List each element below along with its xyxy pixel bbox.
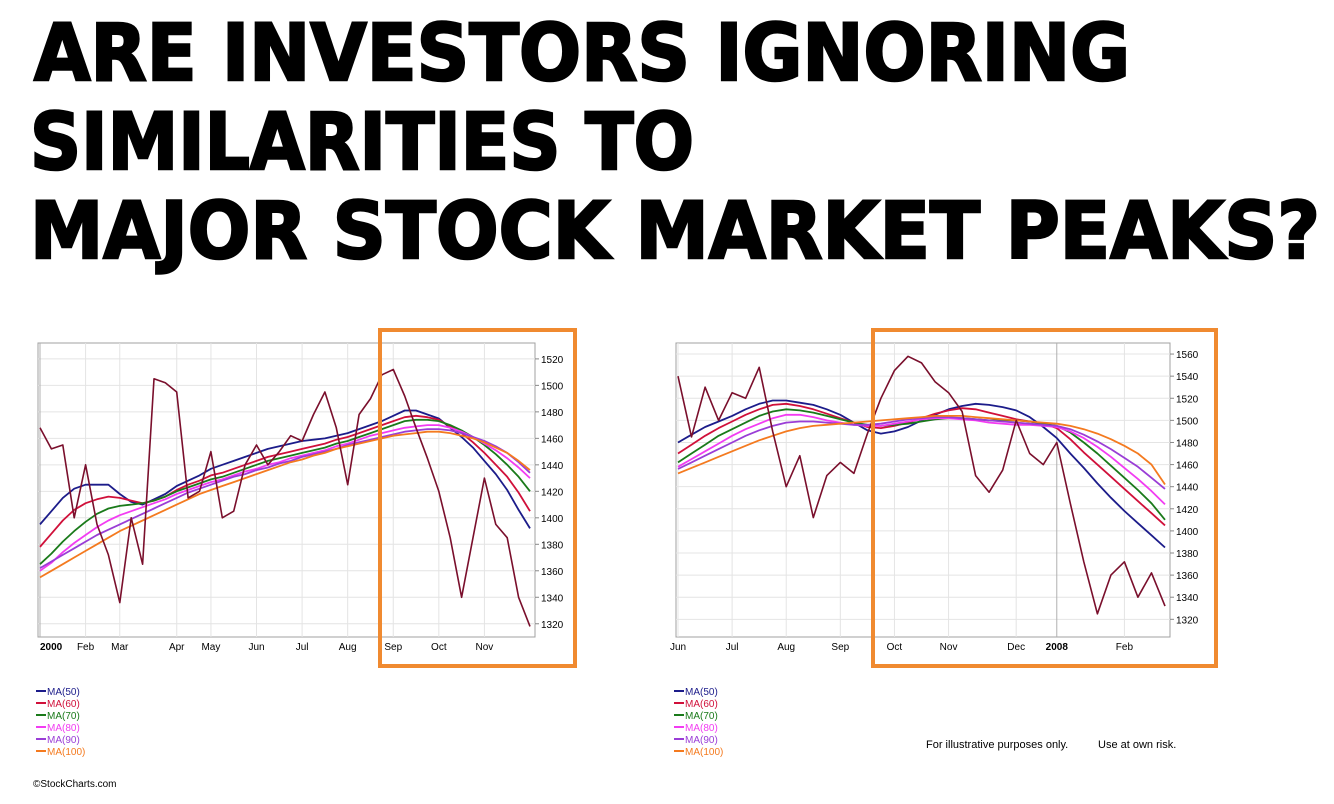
legend-label: MA(60) [685,699,718,710]
price-line [677,355,1166,615]
disclaimer: For illustrative purposes only. [926,739,1068,751]
legend-label: MA(80) [685,723,718,734]
y-tick-label: 1420 [541,487,564,498]
x-tick-label: Nov [476,642,494,653]
x-tick-label: Sep [831,642,849,653]
x-tick-label: Oct [431,642,447,653]
x-tick-label: Oct [887,642,903,653]
legend-label: MA(70) [685,711,718,722]
x-tick-label: Nov [940,642,958,653]
x-tick-label: Jul [296,642,309,653]
y-tick-label: 1360 [1176,571,1199,582]
y-tick-label: 1380 [541,540,564,551]
ma-line [677,413,1166,506]
y-tick-label: 1440 [1176,483,1199,494]
legend-label: MA(100) [685,747,723,758]
y-tick-label: 1440 [541,461,564,472]
plot-area [37,342,536,638]
x-tick-label: Aug [339,642,357,653]
ma-line [677,408,1166,521]
plot-area [675,342,1171,638]
legend-label: MA(50) [685,687,718,698]
legend-label: MA(100) [47,747,85,758]
chart: 1320 1340 1360 1380 1400 1420 1440 1460 1480 1500… [670,328,1218,758]
legend-label: MA(50) [47,687,80,698]
y-tick-label: 1500 [541,381,564,392]
legend-label: MA(80) [47,723,80,734]
y-tick-label: 1500 [1176,416,1199,427]
y-tick-label: 1520 [541,355,564,366]
y-tick-label: 1320 [541,620,564,631]
x-tick-label: Mar [111,642,129,653]
ma-line [39,428,531,569]
legend-label: MA(90) [47,735,80,746]
y-tick-label: 1520 [1176,394,1199,405]
price-line [39,368,531,627]
x-tick-label: Sep [384,642,402,653]
x-tick-label: Jul [726,642,739,653]
ma-line [677,416,1166,490]
x-tick-label: Apr [169,642,185,653]
highlight-box [378,328,577,668]
y-tick-label: 1540 [1176,372,1199,383]
y-tick-label: 1480 [541,408,564,419]
y-tick-label: 1400 [1176,527,1199,538]
x-tick-label: 2008 [1046,642,1069,653]
y-tick-label: 1460 [541,434,564,445]
ma-line [39,418,531,565]
x-tick-label: Jun [670,642,686,653]
x-tick-label: May [201,642,220,653]
y-tick-label: 1560 [1176,350,1199,361]
ma-line [39,424,531,572]
x-tick-label: Feb [77,642,95,653]
x-tick-label: Dec [1007,642,1025,653]
ma-line [677,399,1166,549]
y-tick-label: 1380 [1176,549,1199,560]
y-tick-label: 1400 [541,514,564,525]
y-tick-label: 1320 [1176,615,1199,626]
chart: 1320 1340 1360 1380 1400 1420 1440 1460 1480 1500… [36,328,577,758]
y-tick-label: 1420 [1176,505,1199,516]
y-tick-label: 1360 [541,567,564,578]
x-tick-label: 2000 [40,642,63,653]
ma-line [39,430,531,579]
highlight-box [871,328,1218,668]
title-line: ARE INVESTORS IGNORING [34,9,1130,99]
credit: ©StockCharts.com [33,779,117,790]
y-tick-label: 1340 [541,593,564,604]
x-tick-label: Aug [777,642,795,653]
x-tick-label: Jun [248,642,264,653]
risk-note: Use at own risk. [1098,739,1176,751]
title-line: MAJOR STOCK MARKET PEAKS? [30,187,1320,277]
legend-label: MA(60) [47,699,80,710]
ma-line [677,415,1166,486]
y-tick-label: 1340 [1176,593,1199,604]
legend-label: MA(90) [685,735,718,746]
legend-label: MA(70) [47,711,80,722]
x-tick-label: Feb [1116,642,1134,653]
y-tick-label: 1480 [1176,438,1199,449]
title-line: SIMILARITIES TO [30,98,694,188]
y-tick-label: 1460 [1176,461,1199,472]
